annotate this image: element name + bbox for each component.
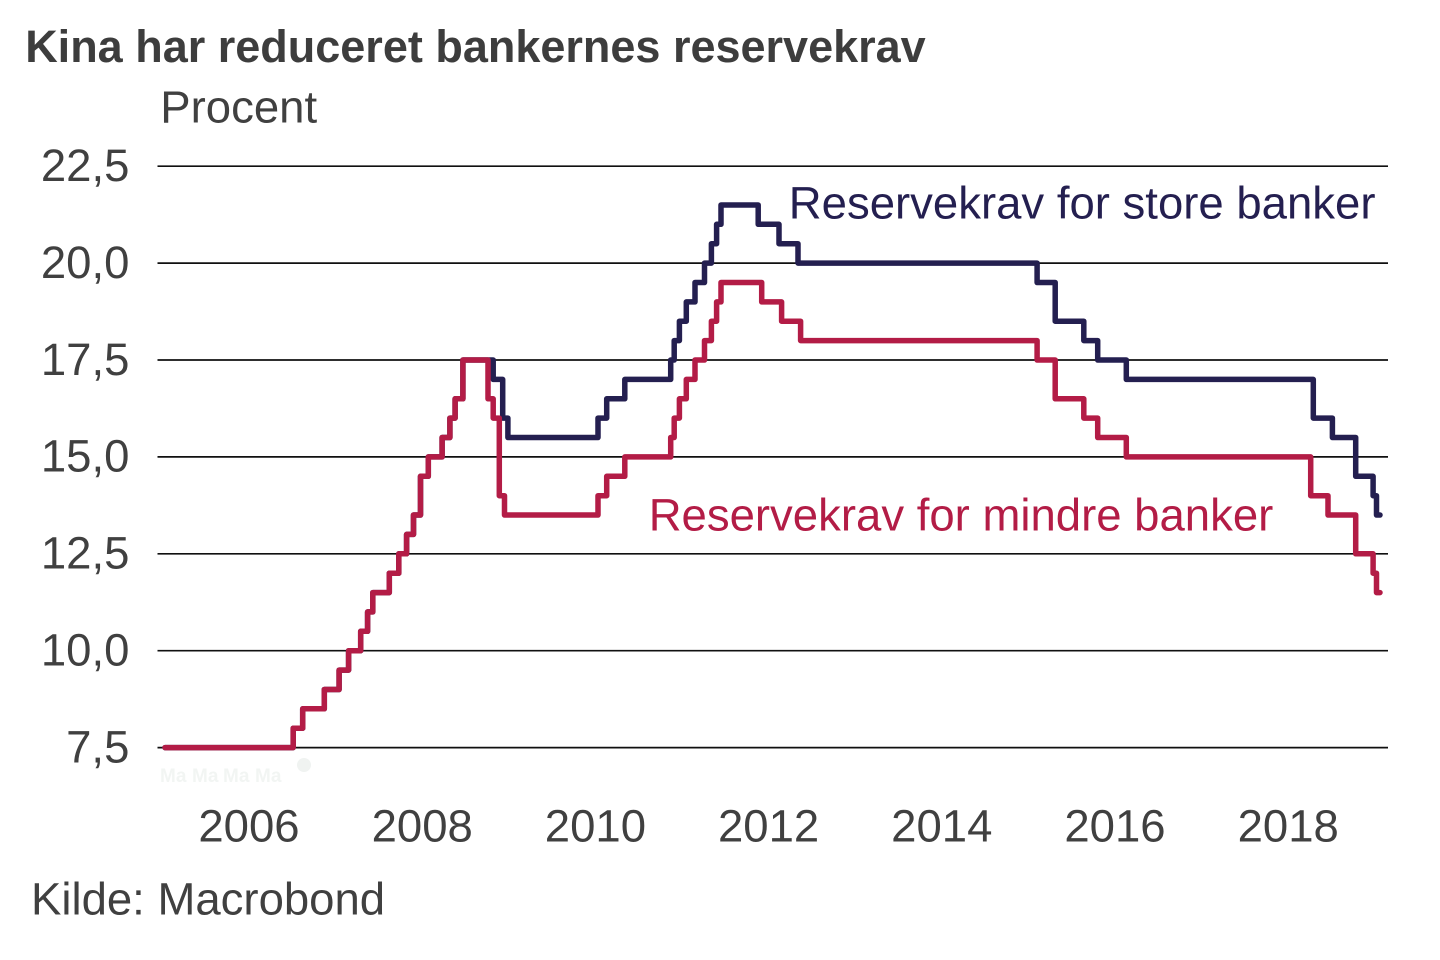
svg-text:12,5: 12,5 xyxy=(41,528,130,579)
svg-text:Procent: Procent xyxy=(160,81,317,132)
svg-text:2016: 2016 xyxy=(1064,801,1165,852)
svg-text:10,0: 10,0 xyxy=(41,625,130,676)
svg-text:20,0: 20,0 xyxy=(41,237,130,288)
svg-text:Reservekrav for store banker: Reservekrav for store banker xyxy=(789,178,1376,229)
svg-text:22,5: 22,5 xyxy=(41,140,130,191)
svg-text:Kilde: Macrobond: Kilde: Macrobond xyxy=(31,874,385,925)
svg-text:Ma: Ma xyxy=(160,766,187,787)
svg-text:2008: 2008 xyxy=(372,801,473,852)
svg-text:2006: 2006 xyxy=(198,801,299,852)
svg-text:Ma: Ma xyxy=(192,766,219,787)
svg-text:2012: 2012 xyxy=(718,801,819,852)
svg-text:2014: 2014 xyxy=(891,801,992,852)
svg-text:15,0: 15,0 xyxy=(41,431,130,482)
svg-text:17,5: 17,5 xyxy=(41,334,130,385)
svg-text:2018: 2018 xyxy=(1238,801,1339,852)
svg-text:2010: 2010 xyxy=(545,801,646,852)
svg-text:Ma: Ma xyxy=(255,766,282,787)
svg-text:Kina har reduceret bankernes r: Kina har reduceret bankernes reservekrav xyxy=(25,21,926,72)
svg-text:Ma: Ma xyxy=(223,766,250,787)
svg-text:Reservekrav for mindre banker: Reservekrav for mindre banker xyxy=(649,490,1274,541)
svg-text:7,5: 7,5 xyxy=(66,721,129,772)
